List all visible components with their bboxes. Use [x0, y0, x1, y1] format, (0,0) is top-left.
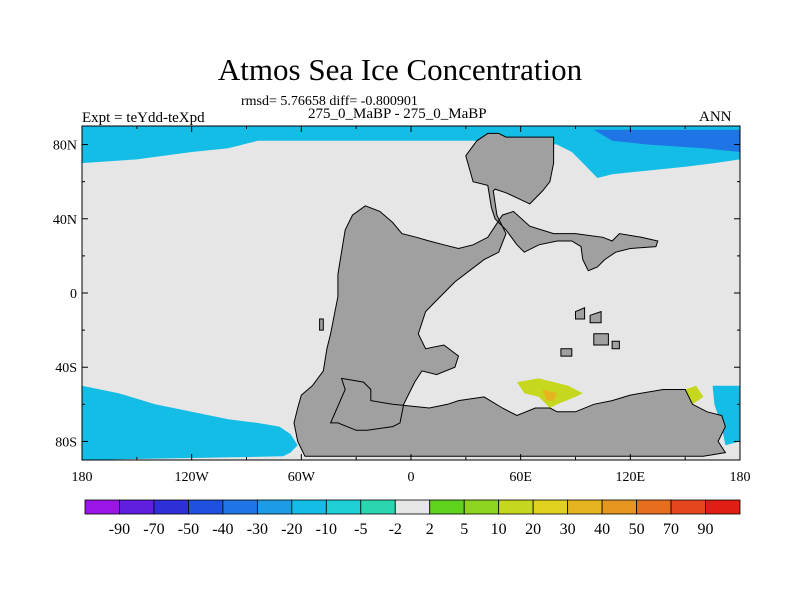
land-island-d	[560, 348, 573, 357]
sea-ice-antarctic-blue-east	[712, 385, 740, 446]
colorbar-label: 90	[698, 521, 714, 538]
colorbar-label: 2	[426, 521, 434, 538]
colorbar-box	[394, 499, 431, 515]
colorbar-box	[463, 499, 500, 515]
colorbar-label: 20	[525, 521, 541, 538]
colorbar-label: -40	[212, 521, 233, 538]
land-island-b	[589, 310, 602, 324]
y-tick-label: 40S	[55, 361, 77, 376]
colorbar-label: -2	[389, 521, 402, 538]
land-island-a	[575, 307, 586, 320]
x-tick-label: 0	[408, 470, 415, 485]
stats-label: rmsd= 5.76658 diff= -0.800901	[241, 94, 418, 109]
colorbar-box	[636, 499, 672, 515]
chart-subtitle: 275_0_MaBP - 275_0_MaBP	[308, 106, 487, 122]
colorbar-box	[429, 499, 465, 515]
colorbar-box	[291, 499, 327, 515]
x-tick-label: 60W	[288, 470, 316, 485]
colorbar-box	[360, 499, 396, 515]
colorbar-box	[705, 499, 741, 515]
season-label: ANN	[699, 109, 732, 125]
colorbar-label: 30	[560, 521, 576, 538]
colorbar-box	[256, 499, 293, 515]
sea-ice-arctic-deep	[593, 129, 740, 152]
y-tick-label: 0	[70, 287, 77, 302]
colorbar: -90 -70 -50 -40 -30 -20 -10 -5 -2 2 5 10 20 30 40 50 70 9…	[84, 499, 741, 538]
colorbar-box	[84, 499, 120, 515]
colorbar-label: -50	[178, 521, 199, 538]
y-tick-label: 80S	[55, 435, 77, 450]
colorbar-label: 50	[629, 521, 645, 538]
x-tick-label: 120E	[616, 470, 646, 485]
colorbar-label: 70	[663, 521, 679, 538]
map-axes: 180 120W 60W 0 60E 120E 180 80N 40N 0 40S 80S	[53, 126, 751, 485]
sea-ice-arctic-blue	[82, 126, 740, 178]
colorbar-label: -20	[281, 521, 302, 538]
colorbar-box	[153, 499, 189, 515]
colorbar-box	[532, 499, 569, 515]
chart-title: Atmos Sea Ice Concentration	[217, 52, 583, 87]
x-tick-label: 120W	[175, 470, 210, 485]
colorbar-label: -30	[247, 521, 268, 538]
land-island-f	[319, 318, 324, 331]
sea-ice-antarctic-blue-west	[82, 385, 298, 460]
colorbar-box	[222, 499, 258, 515]
land-pangaea-main	[293, 132, 727, 457]
experiment-label: Expt = teYdd-teXpd	[82, 110, 205, 126]
colorbar-label: -10	[316, 521, 337, 538]
land-island-e	[611, 340, 620, 350]
colorbar-label: -90	[109, 521, 130, 538]
colorbar-box	[119, 499, 155, 515]
colorbar-box	[325, 499, 362, 515]
colorbar-box	[498, 499, 534, 515]
land-island-c	[593, 333, 609, 346]
colorbar-box	[188, 499, 224, 515]
x-tick-label: 180	[730, 470, 751, 485]
colorbar-box	[670, 499, 706, 515]
sea-ice-antarctic-green-c	[685, 385, 704, 405]
colorbar-label: -70	[143, 521, 164, 538]
colorbar-label: -5	[354, 521, 367, 538]
sea-ice-antarctic-yellow-b	[542, 389, 558, 401]
colorbar-label: 10	[491, 521, 507, 538]
y-tick-label: 40N	[53, 213, 77, 228]
colorbar-label: 5	[460, 521, 468, 538]
map-area	[81, 125, 741, 461]
y-tick-label: 80N	[53, 139, 77, 154]
colorbar-box	[601, 499, 637, 515]
x-tick-label: 60E	[509, 470, 532, 485]
colorbar-box	[567, 499, 603, 515]
x-tick-label: 180	[72, 470, 93, 485]
colorbar-label: 40	[594, 521, 610, 538]
